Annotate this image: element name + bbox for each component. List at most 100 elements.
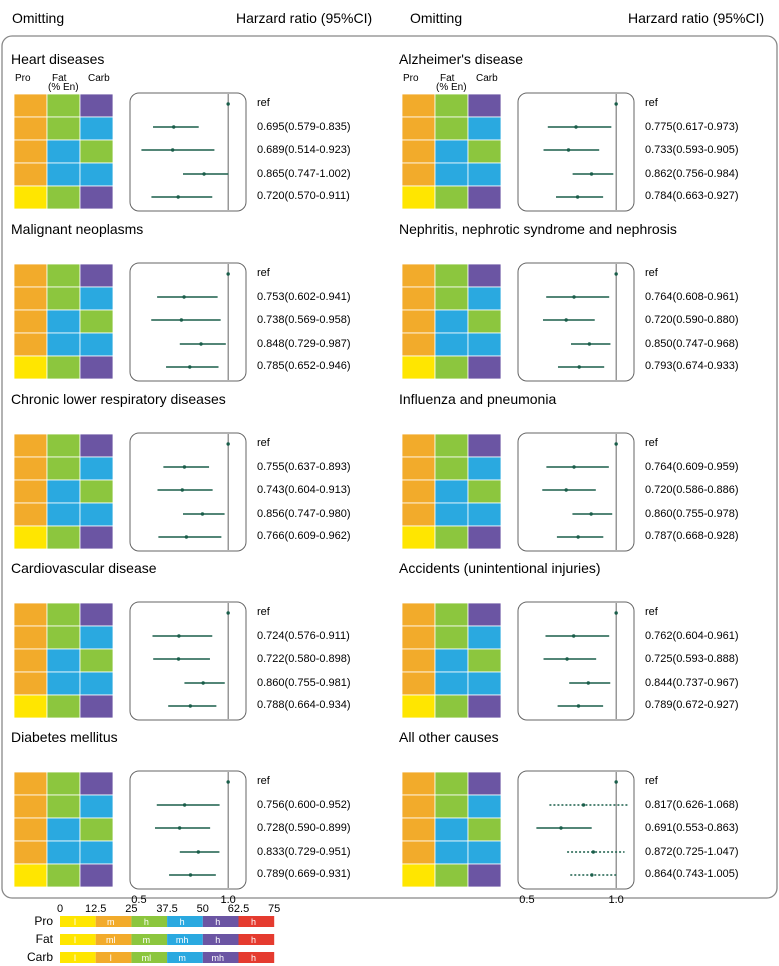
ref-label: ref (645, 267, 659, 279)
composition-cell (467, 840, 502, 865)
reference-point (226, 102, 230, 106)
hr-label: 0.789(0.669-0.931) (257, 868, 351, 880)
panel-title: Influenza and pneumonia (399, 391, 556, 407)
panel-8: Diabetes mellitus ref 0.756(0.600-0.952) 0.… (11, 729, 351, 906)
hr-label: 0.766(0.609-0.962) (257, 530, 351, 542)
composition-cell (13, 332, 48, 357)
hr-label: 0.862(0.756-0.984) (645, 168, 739, 180)
composition-cell (434, 139, 469, 164)
panel-9: All other causes ref 0.817(0.626-1.068) 0.6… (399, 729, 739, 906)
estimate-point (201, 681, 205, 685)
estimate-point (188, 873, 193, 877)
composition-cell (13, 479, 48, 504)
composition-cell (467, 309, 502, 334)
composition-cell (79, 625, 114, 650)
panel-title: Malignant neoplasms (11, 221, 143, 237)
composition-cell (401, 139, 436, 164)
composition-cell (46, 162, 81, 187)
legend-segment (131, 934, 168, 945)
composition-cell (401, 602, 436, 627)
composition-cell (46, 671, 81, 696)
composition-cell (79, 863, 114, 888)
composition-cell (13, 602, 48, 627)
hr-label: 0.865(0.747-1.002) (257, 168, 351, 180)
composition-cell (79, 139, 114, 164)
estimate-point (196, 850, 201, 854)
composition-cell (13, 840, 48, 865)
composition-cell (46, 456, 81, 481)
estimate-point (180, 488, 184, 492)
estimate-point (188, 365, 192, 369)
composition-cell (79, 355, 114, 380)
composition-cell (401, 263, 436, 288)
header-omitting-right: Omitting (410, 10, 462, 26)
composition-cell (13, 456, 48, 481)
composition-cell (434, 794, 469, 819)
composition-cell (467, 502, 502, 527)
composition-cell (79, 648, 114, 673)
reference-point (614, 611, 618, 615)
composition-cell (13, 502, 48, 527)
axis-tick-label: 1.0 (609, 894, 624, 906)
legend-segment (95, 952, 132, 963)
composition-cell (46, 286, 81, 311)
composition-cell (13, 794, 48, 819)
macro-header-pro: Pro (15, 73, 31, 84)
estimate-point (170, 148, 175, 152)
estimate-point (199, 342, 203, 346)
panel-4: Chronic lower respiratory diseases ref 0.7… (11, 391, 351, 552)
composition-cell (46, 139, 81, 164)
composition-cell (401, 694, 436, 719)
hr-label: 0.784(0.663-0.927) (645, 190, 739, 202)
composition-cell (434, 625, 469, 650)
panel-6: Cardiovascular disease ref 0.724(0.576-0.9… (11, 560, 351, 721)
macro-header-fat-sub: (% En) (48, 82, 79, 93)
hr-label: 0.756(0.600-0.952) (257, 799, 351, 811)
composition-cell (401, 185, 436, 210)
legend-scale-tick: 50 (197, 903, 209, 915)
composition-cell (46, 817, 81, 842)
macro-header-fat: Fat (52, 73, 67, 84)
legend-segment-label: l (110, 953, 112, 963)
composition-cell (79, 794, 114, 819)
composition-cell (79, 456, 114, 481)
legend-segment (95, 916, 132, 927)
composition-cell (401, 771, 436, 796)
estimate-point (182, 803, 187, 807)
estimate-point (566, 148, 571, 152)
legend-segment-label: m (143, 935, 151, 945)
estimate-point (590, 873, 594, 877)
forest-plot-box (517, 770, 635, 890)
composition-cell (434, 93, 469, 118)
reference-point (614, 272, 618, 276)
composition-cell (46, 694, 81, 719)
composition-cell (467, 602, 502, 627)
composition-cell (401, 863, 436, 888)
hr-label: 0.844(0.737-0.967) (645, 677, 739, 689)
legend-segment-label: h (180, 917, 185, 927)
composition-cell (13, 93, 48, 118)
composition-cell (13, 162, 48, 187)
forest-plot-box (129, 601, 247, 721)
composition-cell (401, 502, 436, 527)
header-hr-right: Harzard ratio (95%CI) (628, 10, 764, 26)
hr-label: 0.860(0.755-0.981) (257, 677, 351, 689)
composition-cell (434, 602, 469, 627)
forest-plot-box (129, 262, 247, 382)
composition-cell (46, 771, 81, 796)
forest-plot-box (517, 432, 635, 552)
composition-cell (13, 863, 48, 888)
composition-cell (13, 286, 48, 311)
composition-cell (467, 456, 502, 481)
legend-segment-label: m (107, 917, 115, 927)
composition-cell (467, 332, 502, 357)
composition-cell (467, 648, 502, 673)
composition-cell (79, 93, 114, 118)
legend-segment (131, 916, 168, 927)
composition-cell (434, 185, 469, 210)
estimate-point (184, 535, 189, 539)
legend-segment (202, 934, 239, 945)
ref-label: ref (645, 606, 659, 618)
composition-cell (13, 648, 48, 673)
axis-tick-label: 0.5 (131, 894, 146, 906)
